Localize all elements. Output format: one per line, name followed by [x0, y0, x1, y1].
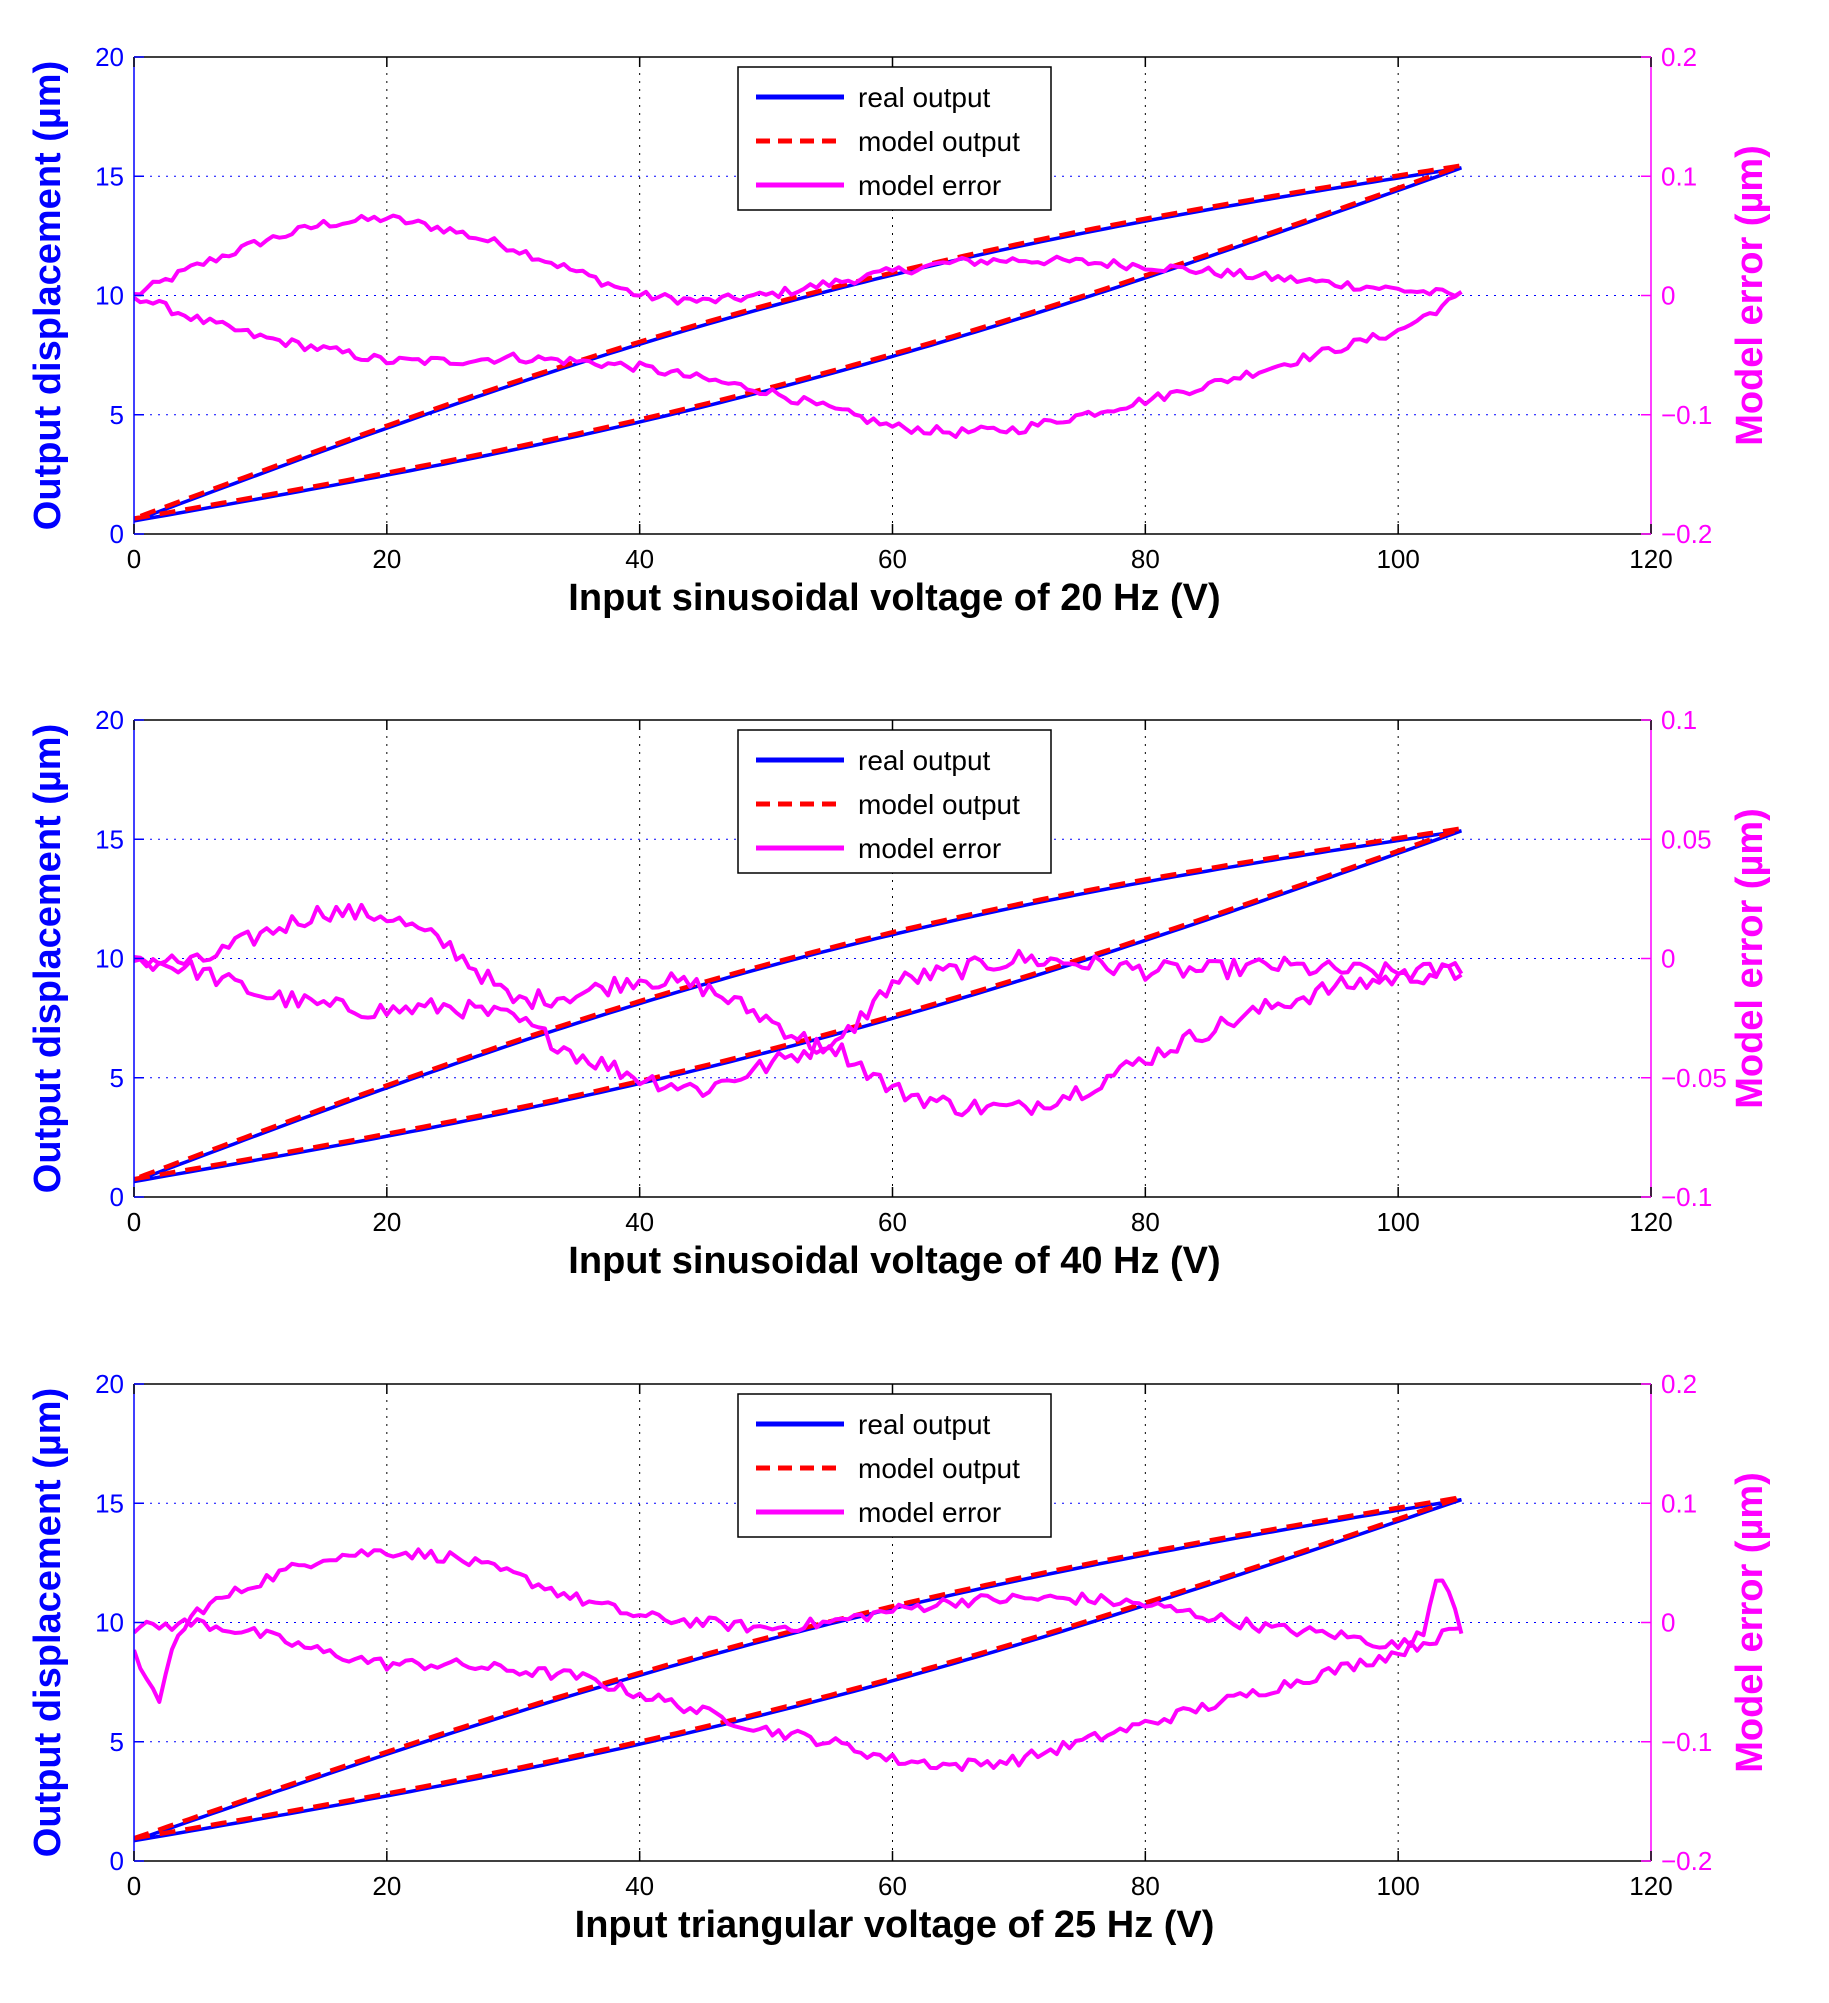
y-axis-label: Output displacement (µm) — [27, 724, 69, 1193]
plot-area — [134, 1495, 1464, 1843]
x-tick-label: 60 — [878, 1871, 907, 1901]
x-tick-label: 20 — [372, 1871, 401, 1901]
y-tick-label: 10 — [95, 281, 124, 311]
real-output-line — [134, 166, 1462, 523]
y-tick-label: 0 — [110, 1182, 124, 1212]
model-output-line — [134, 826, 1463, 1182]
y-axis-label: Output displacement (µm) — [27, 1388, 69, 1857]
y-tick-label: 15 — [95, 1488, 124, 1518]
model-error-line-branch-a — [134, 213, 1463, 306]
y-tick-label: 20 — [95, 1369, 124, 1399]
y-tick-label: 0 — [110, 519, 124, 549]
chart-panel-1: 0 20 40 60 80 100 120 0 5 10 15 20 −0.2 −0.1 0 0.1 0.2 In… — [27, 42, 1771, 619]
model-error-line-branch-b — [134, 1617, 1462, 1772]
y2-axis-label: Model error (µm) — [1729, 145, 1771, 446]
x-axis-label: Input sinusoidal voltage of 20 Hz (V) — [568, 577, 1220, 619]
legend-model-error-label: model error — [858, 833, 1001, 864]
y2-tick-label: 0.1 — [1661, 1488, 1697, 1518]
x-tick-label: 100 — [1376, 1871, 1419, 1901]
x-tick-label: 60 — [878, 544, 907, 574]
x-tick-label: 20 — [372, 1207, 401, 1237]
chart-panel-3: 0 20 40 60 80 100 120 0 5 10 15 20 −0.2 −0.1 0 0.1 0.2 In… — [27, 1369, 1771, 1946]
y2-tick-label: 0.2 — [1661, 1369, 1697, 1399]
chart-panel-2: 0 20 40 60 80 100 120 0 5 10 15 20 −0.1 −0.05 0 0.05 0.1… — [27, 705, 1771, 1282]
y-tick-label: 5 — [110, 1727, 124, 1757]
legend-real-output-label: real output — [858, 1409, 991, 1440]
plot-area — [134, 163, 1463, 523]
legend-real-output-label: real output — [858, 82, 991, 113]
model-output-line — [134, 163, 1463, 521]
x-tick-label: 60 — [878, 1207, 907, 1237]
x-tick-label: 20 — [372, 544, 401, 574]
x-tick-label: 0 — [127, 1207, 141, 1237]
y2-tick-label: −0.2 — [1661, 1846, 1712, 1876]
y-axis-label: Output displacement (µm) — [27, 61, 69, 530]
x-tick-label: 0 — [127, 544, 141, 574]
y-tick-label: 5 — [110, 1063, 124, 1093]
x-axis-label: Input triangular voltage of 25 Hz (V) — [575, 1904, 1215, 1946]
x-tick-label: 80 — [1131, 1871, 1160, 1901]
y2-tick-label: −0.2 — [1661, 519, 1712, 549]
y-tick-label: 5 — [110, 400, 124, 430]
y2-tick-label: 0 — [1661, 1608, 1675, 1638]
legend-model-error-label: model error — [858, 1497, 1001, 1528]
y2-tick-label: 0.2 — [1661, 42, 1697, 72]
x-tick-label: 100 — [1376, 544, 1419, 574]
plot-area — [134, 826, 1464, 1184]
y2-axis-label: Model error (µm) — [1729, 1472, 1771, 1773]
x-axis-label: Input sinusoidal voltage of 40 Hz (V) — [568, 1240, 1220, 1282]
legend: real output model output model error — [737, 1393, 1052, 1538]
legend-model-output-label: model output — [858, 126, 1020, 157]
model-error-line-branch-a — [134, 1547, 1464, 1704]
legend-model-output-label: model output — [858, 1453, 1020, 1484]
y-tick-label: 20 — [95, 42, 124, 72]
model-output-line — [134, 1495, 1463, 1841]
y2-tick-label: −0.05 — [1661, 1063, 1727, 1093]
model-error-line-branch-b — [134, 955, 1464, 1118]
x-tick-label: 40 — [625, 544, 654, 574]
y-tick-label: 15 — [95, 161, 124, 191]
y2-tick-label: −0.1 — [1661, 400, 1712, 430]
y2-tick-label: −0.1 — [1661, 1727, 1712, 1757]
model-error-line-branch-b — [134, 290, 1463, 439]
x-tick-label: 80 — [1131, 1207, 1160, 1237]
y2-tick-label: 0.1 — [1661, 161, 1697, 191]
x-tick-label: 40 — [625, 1871, 654, 1901]
real-output-line — [134, 829, 1462, 1184]
x-tick-label: 120 — [1629, 544, 1672, 574]
x-tick-label: 120 — [1629, 1871, 1672, 1901]
legend: real output model output model error — [737, 66, 1052, 211]
y2-axis-label: Model error (µm) — [1729, 808, 1771, 1109]
y2-tick-label: 0.1 — [1661, 705, 1697, 735]
legend-model-error-label: model error — [858, 170, 1001, 201]
x-tick-label: 120 — [1629, 1207, 1672, 1237]
y2-tick-label: 0.05 — [1661, 824, 1712, 854]
y-tick-label: 10 — [95, 944, 124, 974]
legend: real output model output model error — [737, 729, 1052, 874]
x-tick-label: 100 — [1376, 1207, 1419, 1237]
real-output-line — [134, 1497, 1462, 1843]
model-error-line-branch-a — [134, 902, 1463, 1055]
x-tick-label: 40 — [625, 1207, 654, 1237]
x-tick-label: 80 — [1131, 544, 1160, 574]
y2-tick-label: −0.1 — [1661, 1182, 1712, 1212]
y2-tick-label: 0 — [1661, 281, 1675, 311]
x-tick-label: 0 — [127, 1871, 141, 1901]
legend-real-output-label: real output — [858, 745, 991, 776]
y-tick-label: 15 — [95, 824, 124, 854]
y2-tick-label: 0 — [1661, 944, 1675, 974]
y-tick-label: 20 — [95, 705, 124, 735]
y-tick-label: 10 — [95, 1608, 124, 1638]
legend-model-output-label: model output — [858, 789, 1020, 820]
y-tick-label: 0 — [110, 1846, 124, 1876]
